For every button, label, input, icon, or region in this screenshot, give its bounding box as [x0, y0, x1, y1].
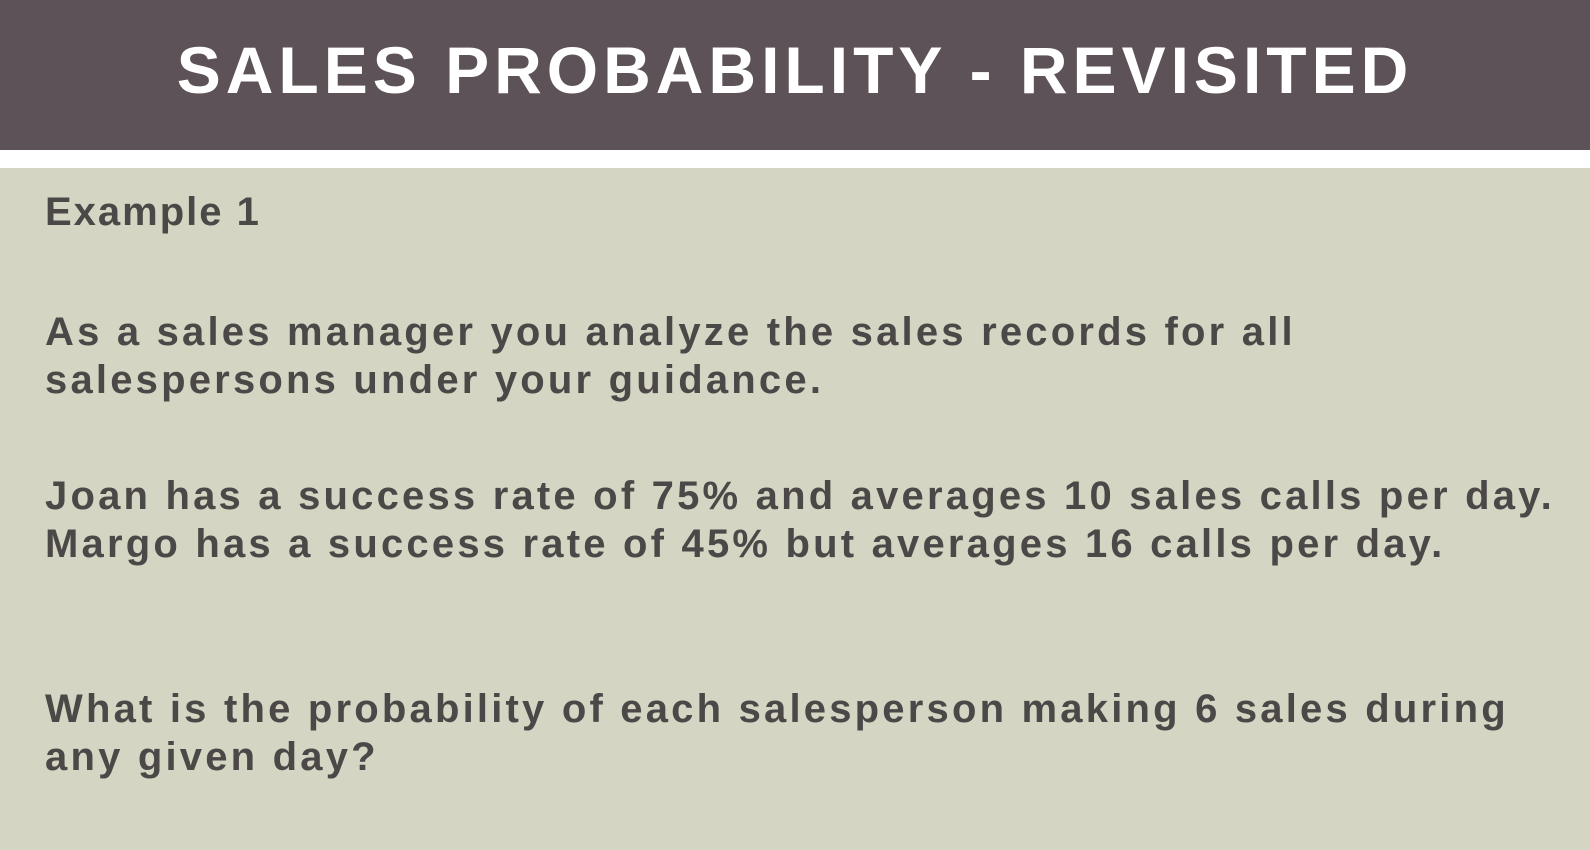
paragraph-salespersons: Joan has a success rate of 75% and avera…: [45, 474, 1555, 566]
title-divider: [0, 150, 1590, 168]
paragraph-question: What is the probability of each salesper…: [45, 687, 1509, 779]
slide-title-bar: SALES PROBABILITY - REVISITED: [0, 0, 1590, 150]
paragraph-intro: As a sales manager you analyze the sales…: [45, 310, 1296, 402]
slide-content: Example 1 As a sales manager you analyze…: [45, 168, 1565, 850]
slide-title: SALES PROBABILITY - REVISITED: [176, 33, 1414, 107]
example-label: Example 1: [45, 190, 261, 234]
